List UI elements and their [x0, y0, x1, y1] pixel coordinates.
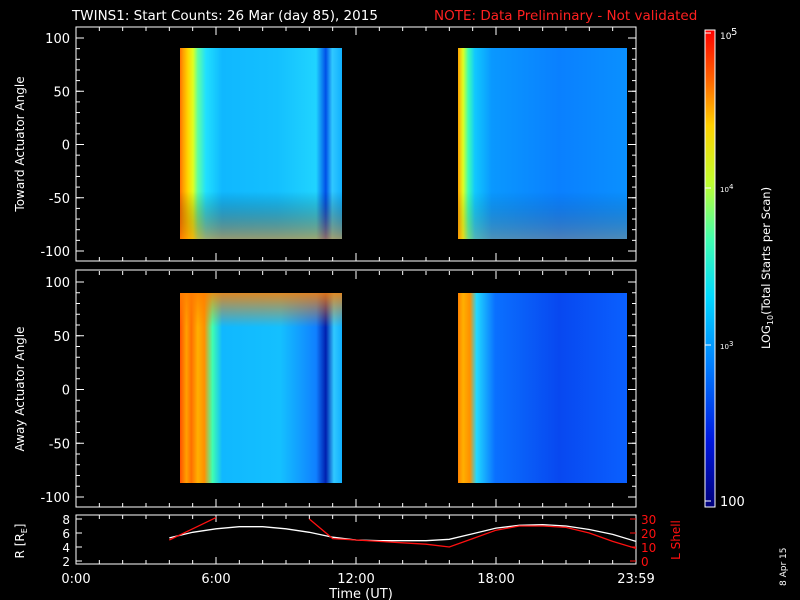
colorbar-tick-label: 10 [720, 186, 729, 194]
away-heatmap [180, 293, 627, 483]
toward-block-1-shade [180, 48, 342, 239]
orbit-right-tick-label: 30 [641, 513, 656, 527]
x-tick-label: 6:00 [201, 572, 230, 587]
colorbar-label-suffix: (Total Starts per Scan) [759, 187, 773, 315]
x-tick-label: 12:00 [337, 572, 374, 587]
toward-ytick-label: 50 [53, 85, 70, 100]
away-ytick-label: -50 [49, 437, 70, 452]
toward-ytick-label: 100 [45, 32, 70, 47]
away-ytick-label: 0 [62, 384, 70, 399]
colorbar-label-prefix: LOG [759, 325, 773, 349]
orbit-left-label-sub: E [20, 528, 29, 533]
x-tick-label: 23:59 [617, 572, 654, 587]
colorbar-tick-exp: 5 [731, 27, 737, 38]
orbit-left-label: R [RE] [13, 524, 29, 559]
away-block-1-shade [180, 293, 342, 483]
side-date-label: 8 Apr 15 [779, 548, 789, 586]
orbit-right-label: L Shell [669, 520, 683, 560]
colorbar-tick-label: 10 [720, 343, 729, 351]
x-axis-label: Time (UT) [328, 587, 393, 600]
toward-ytick-label: -100 [40, 245, 70, 260]
lshell-line [169, 517, 217, 541]
colorbar-tick-1e4: 10 4 [705, 183, 734, 194]
colorbar-tick-label: 10 [720, 32, 732, 42]
orbit-left-label-text: R [R [13, 533, 27, 558]
away-block-2 [458, 293, 627, 483]
colorbar-label-sub: 10 [766, 315, 775, 325]
colorbar-tick-exp: 4 [729, 183, 734, 191]
orbit-right-tick-label: 10 [641, 541, 656, 555]
orbit-right-tick-label: 20 [641, 527, 656, 541]
colorbar-ticks: 10 5 10 4 10 3 100 [705, 27, 745, 510]
away-ylabel: Away Actuator Angle [13, 326, 27, 451]
toward-ytick-label: 0 [62, 139, 70, 154]
away-ytick-label: 100 [45, 276, 70, 291]
toward-ytick-label: -50 [49, 192, 70, 207]
lshell-line [308, 518, 637, 550]
orbit-left-tick-label: 8 [62, 513, 70, 527]
orbit-right-tick-label: 0 [641, 555, 649, 569]
radius-line [169, 523, 637, 543]
orbit-left-tick-label: 2 [62, 555, 70, 569]
orbit-left-tick-label: 4 [62, 541, 70, 555]
orbit-lines [169, 517, 637, 550]
x-tick-label: 18:00 [477, 572, 514, 587]
away-ytick-label: -100 [40, 491, 70, 506]
colorbar-tick-100: 100 [705, 495, 745, 510]
colorbar [704, 29, 716, 508]
orbit-left-label-close: ] [13, 524, 27, 529]
colorbar-tick-exp: 3 [729, 340, 733, 348]
chart-title: TWINS1: Start Counts: 26 Mar (day 85), 2… [71, 8, 378, 24]
heatmap-axis-ticks: 100 50 0 -50 -100 100 50 0 -50 -100 [40, 27, 637, 507]
colorbar-tick-1e5: 10 5 [705, 27, 737, 42]
orbit-left-tick-label: 6 [62, 527, 70, 541]
away-ytick-label: 50 [53, 330, 70, 345]
x-tick-label: 0:00 [61, 572, 90, 587]
colorbar-label: LOG10(Total Starts per Scan) [759, 187, 775, 349]
toward-block-2-shade [458, 48, 627, 239]
colorbar-tick-label: 100 [720, 495, 745, 510]
colorbar-tick-1e3: 10 3 [705, 340, 733, 351]
toward-heatmap [180, 48, 627, 239]
note-text: NOTE: Data Preliminary - Not validated [434, 8, 697, 24]
toward-ylabel: Toward Actuator Angle [13, 76, 27, 212]
